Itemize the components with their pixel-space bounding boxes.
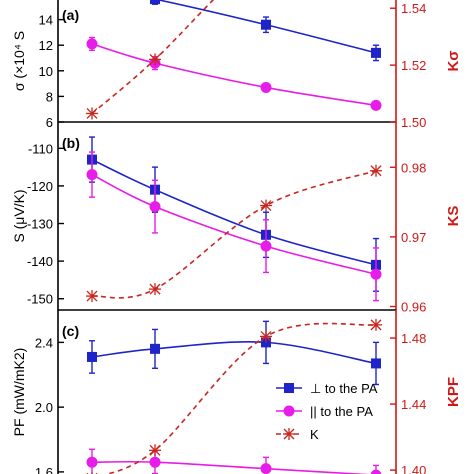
right-tick-label: 1.52 [401,58,426,73]
legend-marker [283,405,295,417]
series-para [86,448,382,474]
left-tick-label: 10 [39,64,53,79]
left-tick-label: 14 [39,13,53,28]
data-point-star [149,53,161,66]
series-perp [87,136,381,292]
data-point-circle [260,463,272,474]
right-axis-title: KS [445,206,462,227]
data-point-circle [370,99,382,111]
data-point-circle [149,456,161,468]
left-tick-label: 2.0 [35,400,53,415]
data-point-square [150,0,160,5]
series-k [86,0,215,120]
data-point-circle [260,81,272,93]
legend-label: K [310,427,319,442]
series-line [91,43,377,107]
data-point-square [371,358,381,369]
left-tick-label: -110 [28,141,53,156]
data-point-star [370,164,382,177]
series-line [91,460,371,474]
series-perp [150,0,381,62]
data-point-star [370,318,382,331]
right-tick-label: 0.97 [401,230,426,245]
data-point-circle [260,240,272,252]
right-axis-title: KPF [445,377,462,407]
legend-marker [283,428,295,440]
right-tick-label: 1.50 [401,115,426,130]
data-point-circle [86,169,98,181]
legend-label: || to the PA [310,404,373,419]
data-point-square [371,47,381,58]
data-point-star [149,444,161,457]
panel-label: (a) [62,7,79,23]
series-perp [87,320,381,386]
data-point-circle [370,268,382,280]
left-axis-title: σ (×10⁴ S [11,31,27,91]
series-line [91,169,377,299]
data-point-star [86,107,98,120]
series-para [86,151,382,302]
data-point-star [149,283,161,296]
data-point-circle [86,38,98,50]
series-line [91,158,377,266]
left-tick-label: -150 [27,292,53,307]
data-point-circle [370,469,382,474]
panel-label: (b) [62,135,80,151]
left-tick-label: 2.4 [35,335,53,350]
right-tick-label: 1.44 [401,397,426,412]
series-line [91,0,215,115]
right-tick-label: 1.54 [401,1,426,16]
legend-label: ⊥ to the PA [310,381,378,396]
data-point-circle [86,456,98,468]
series-k [86,164,382,303]
left-axis-title: PF (mW/mK2) [11,348,27,437]
left-tick-label: -140 [27,254,53,269]
right-axis-title: Kσ [445,50,462,71]
data-point-star [260,330,272,343]
left-tick-label: 1.6 [35,465,53,474]
right-tick-label: 1.48 [401,331,426,346]
series-line [91,173,377,276]
series-line [104,322,377,474]
data-point-square [261,19,271,30]
series-para [86,36,382,111]
left-tick-label: 8 [46,89,53,104]
data-point-square [150,343,160,354]
right-tick-label: 0.98 [401,160,426,175]
left-tick-label: -130 [27,217,53,232]
left-axis-title: S (μV/K) [11,189,27,242]
series-line [91,341,377,365]
right-tick-label: 0.96 [401,300,426,315]
data-point-circle [149,201,161,213]
panel-label: (c) [62,323,79,339]
data-point-star [86,290,98,303]
right-tick-label: 1.40 [401,463,426,474]
data-point-star [260,199,272,212]
legend-marker [284,383,294,393]
left-tick-label: 6 [46,115,53,130]
left-tick-label: -120 [27,179,53,194]
series-k [86,318,382,474]
series-line [155,0,377,54]
data-point-square [87,351,97,362]
left-tick-label: 12 [39,38,53,53]
